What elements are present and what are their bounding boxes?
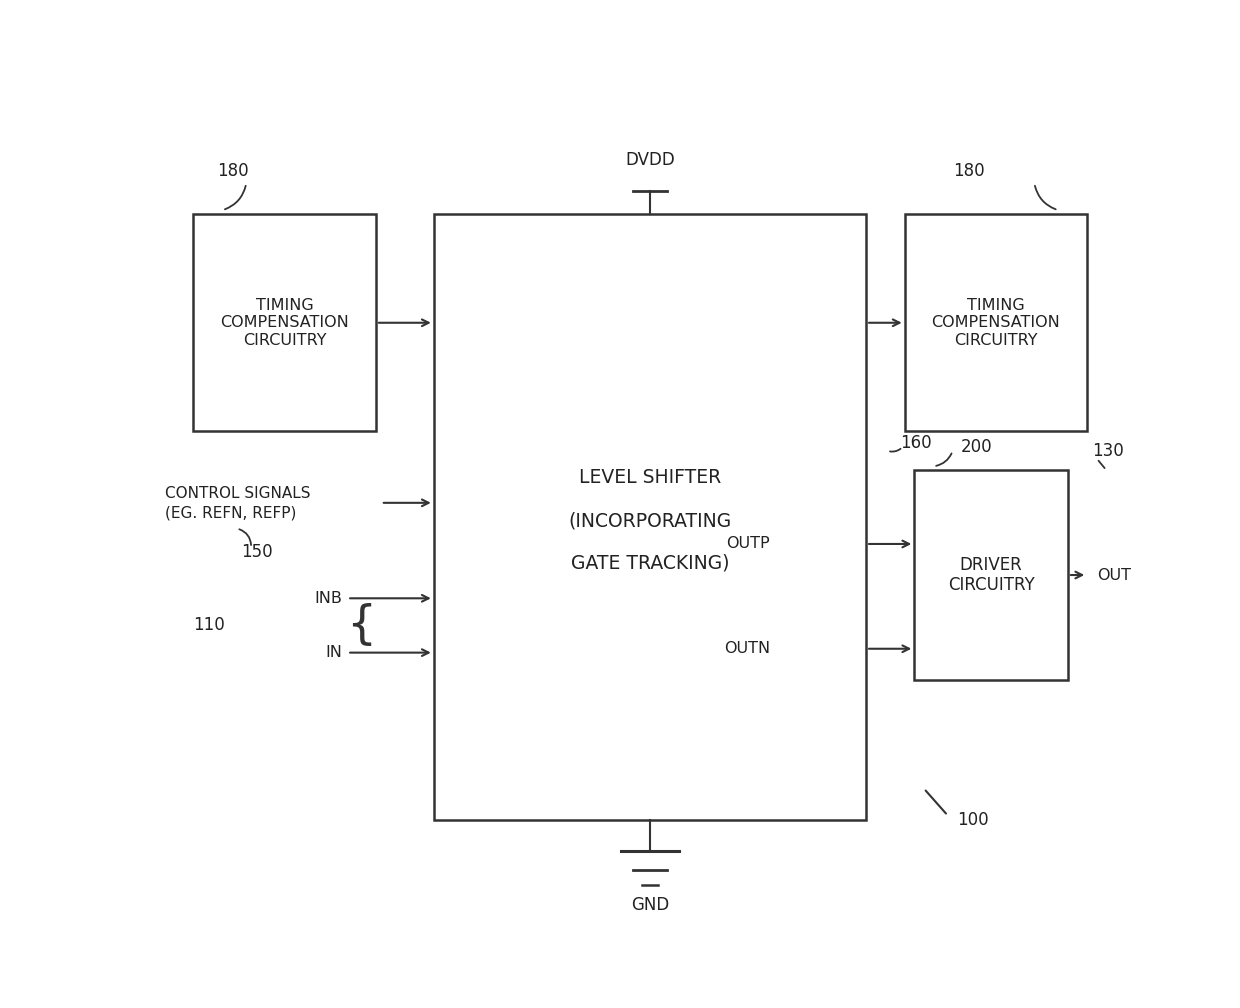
Bar — [905, 214, 1087, 431]
Text: CONTROL SIGNALS: CONTROL SIGNALS — [165, 486, 310, 501]
Text: TIMING
COMPENSATION
CIRCUITRY: TIMING COMPENSATION CIRCUITRY — [931, 297, 1060, 348]
Text: TIMING
COMPENSATION
CIRCUITRY: TIMING COMPENSATION CIRCUITRY — [221, 297, 350, 348]
Text: 180: 180 — [217, 162, 249, 180]
Text: GATE TRACKING): GATE TRACKING) — [570, 553, 729, 573]
Text: OUT: OUT — [1096, 568, 1131, 583]
Text: DVDD: DVDD — [625, 151, 675, 168]
Text: OUTP: OUTP — [727, 536, 770, 551]
Text: GND: GND — [631, 896, 670, 914]
Bar — [914, 470, 1068, 679]
Text: 160: 160 — [900, 434, 931, 452]
Text: 100: 100 — [957, 810, 990, 829]
Bar — [434, 214, 866, 820]
Text: OUTN: OUTN — [724, 641, 770, 656]
Text: IN: IN — [326, 645, 342, 660]
Text: 150: 150 — [242, 542, 273, 560]
Text: LEVEL SHIFTER: LEVEL SHIFTER — [579, 469, 720, 488]
Text: INB: INB — [315, 591, 342, 606]
Text: DRIVER
CIRCUITRY: DRIVER CIRCUITRY — [947, 555, 1034, 595]
Text: (EG. REFN, REFP): (EG. REFN, REFP) — [165, 505, 296, 520]
Bar — [193, 214, 376, 431]
Text: {: { — [346, 603, 377, 648]
Text: (INCORPORATING: (INCORPORATING — [568, 511, 732, 530]
Text: 110: 110 — [193, 617, 226, 634]
Text: 200: 200 — [961, 437, 992, 456]
Text: 180: 180 — [952, 162, 985, 180]
Text: 130: 130 — [1092, 442, 1123, 460]
